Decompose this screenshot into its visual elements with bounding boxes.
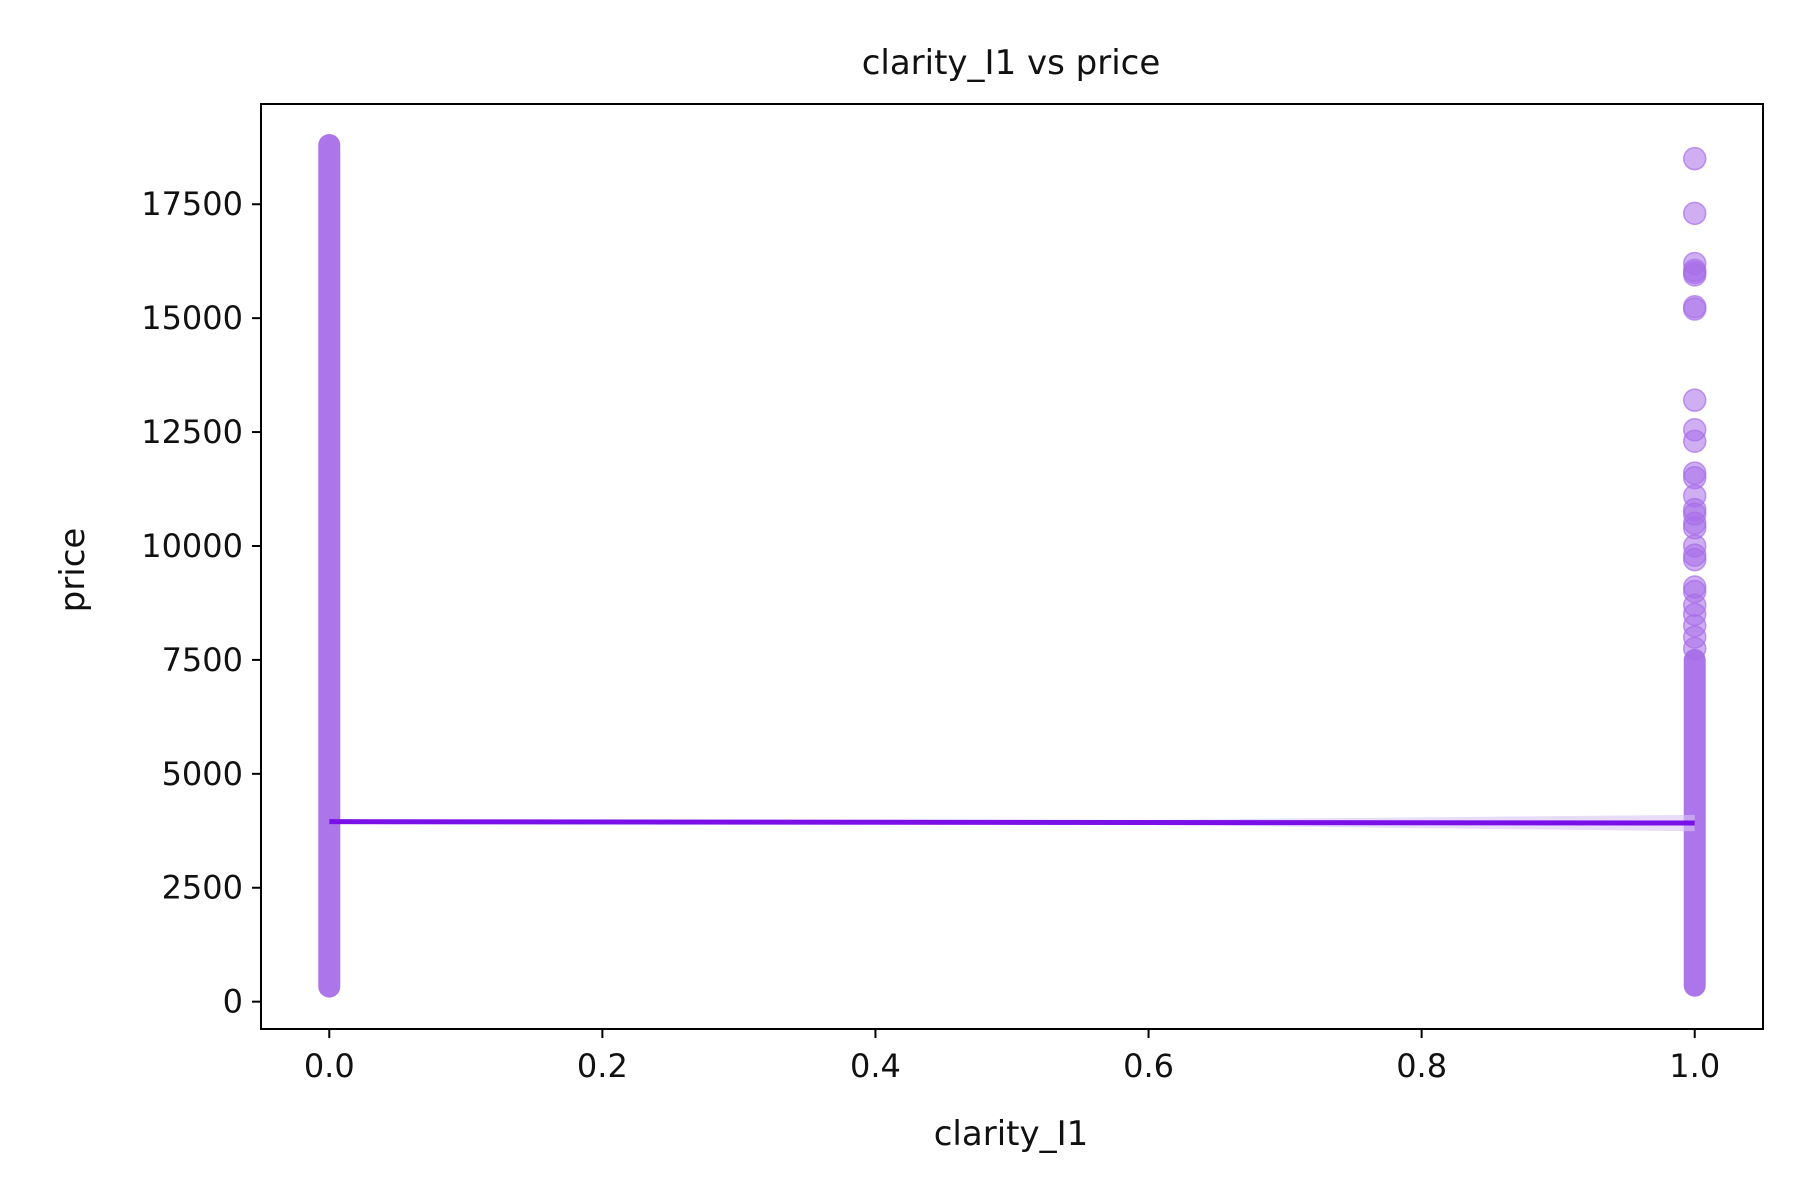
x-tick-label: 1.0 xyxy=(1669,1047,1720,1085)
x-tick-label: 0.0 xyxy=(304,1047,355,1085)
scatter-point xyxy=(1682,295,1707,319)
y-axis-label: price xyxy=(53,528,93,613)
y-tick-label: 17500 xyxy=(141,185,243,223)
x-axis: 0.0 0.2 0.4 0.6 0.8 1.0 xyxy=(304,1029,1720,1085)
y-tick-label: 15000 xyxy=(141,299,243,337)
x-tick-label: 0.6 xyxy=(1123,1047,1174,1085)
y-tick-label: 12500 xyxy=(141,413,243,451)
plot-frame xyxy=(260,103,1764,1030)
plot-marks xyxy=(318,134,1707,998)
y-tick-label: 5000 xyxy=(162,755,243,793)
scatter-point xyxy=(1682,575,1707,599)
x-tick-label: 0.8 xyxy=(1396,1047,1447,1085)
scatter-point xyxy=(1682,418,1707,442)
scatter-point xyxy=(1682,201,1707,226)
y-tick-label: 2500 xyxy=(162,869,243,907)
scatter-point xyxy=(1682,388,1707,412)
scatter-point xyxy=(1682,251,1707,276)
x-tick-label: 0.4 xyxy=(850,1047,901,1085)
scatter-point xyxy=(1682,461,1707,485)
regression-line xyxy=(329,819,1695,826)
y-tick-label: 10000 xyxy=(141,527,243,565)
x-tick-label: 0.2 xyxy=(577,1047,628,1085)
chart-title: clarity_I1 vs price xyxy=(862,43,1161,83)
y-tick-label: 0 xyxy=(223,983,243,1021)
y-axis: 0 2500 5000 7500 10000 12500 15000 17500 xyxy=(141,185,261,1021)
y-tick-label: 7500 xyxy=(162,641,243,679)
scatter-point xyxy=(1682,146,1707,171)
x-axis-label: clarity_I1 xyxy=(934,1114,1089,1154)
